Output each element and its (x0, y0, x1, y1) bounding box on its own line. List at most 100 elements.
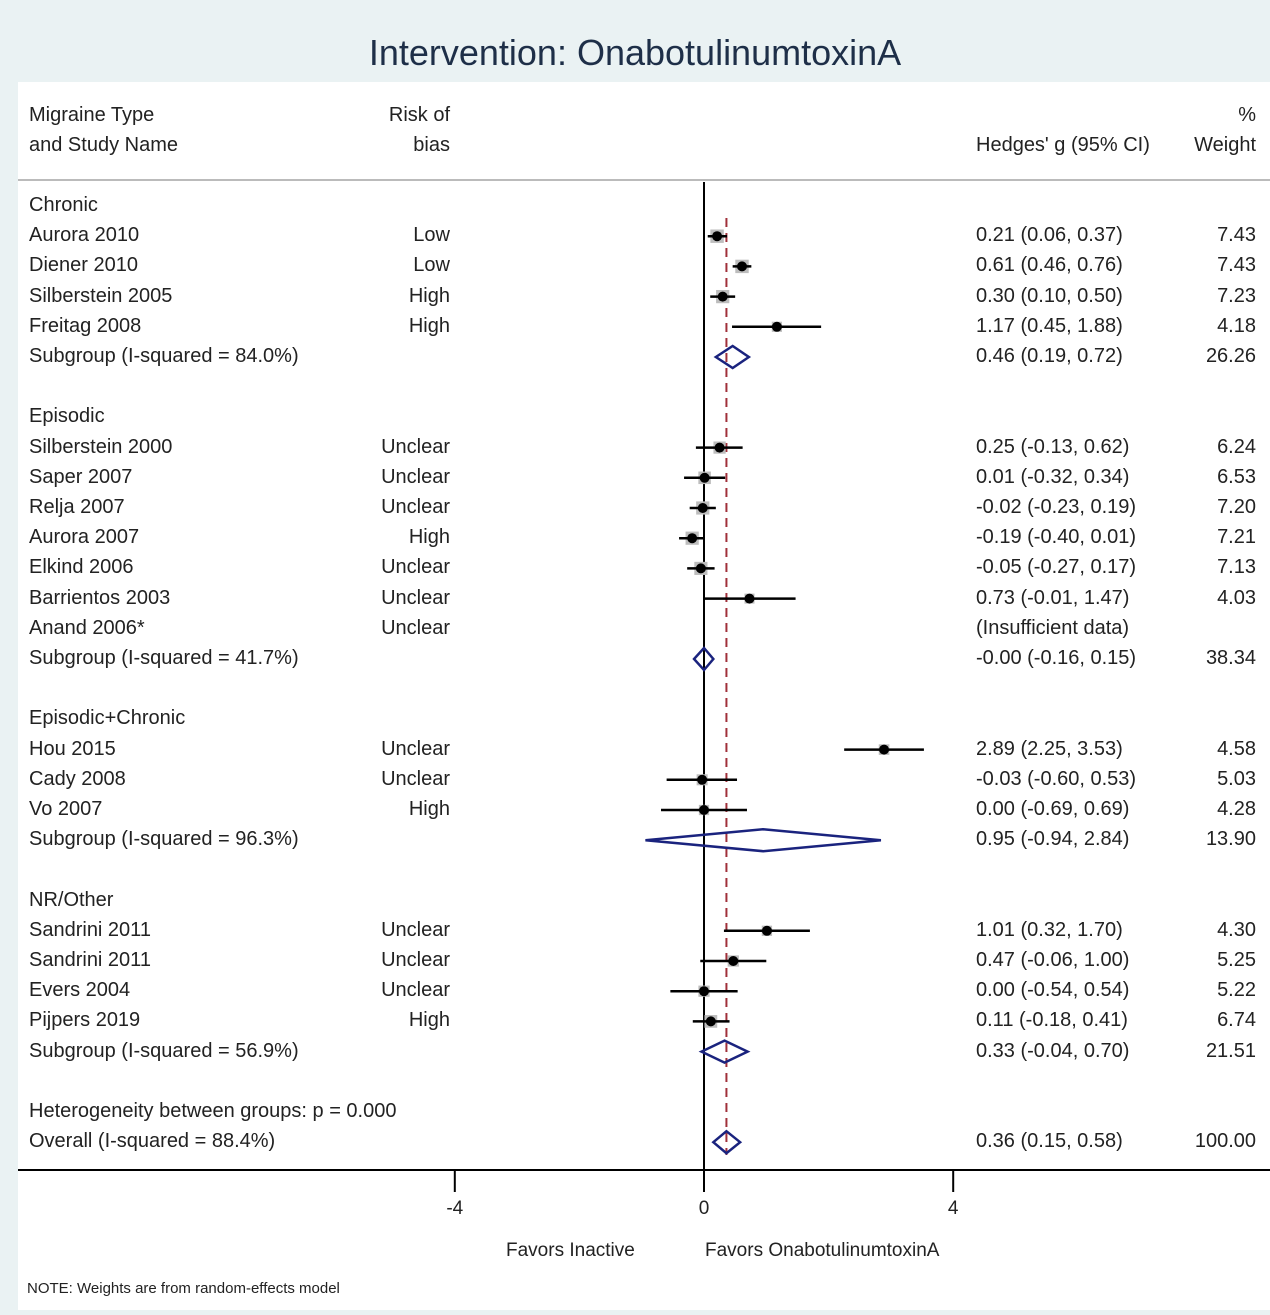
effect-ci-text: -0.00 (-0.16, 0.15) (976, 647, 1137, 669)
weight-value: 4.18 (1217, 314, 1256, 337)
study-name: Barrientos 2003 (29, 586, 171, 609)
risk-of-bias: High (408, 1009, 450, 1032)
point-estimate (697, 503, 708, 513)
weight-value: 38.34 (1205, 647, 1256, 669)
risk-of-bias: Unclear (381, 737, 450, 760)
point-estimate (699, 986, 709, 997)
weight-value: 7.23 (1217, 284, 1256, 307)
effect-ci-text: 0.46 (0.19, 0.72) (976, 345, 1123, 367)
study-name: Aurora 2007 (29, 526, 140, 549)
effect-ci-text: 0.95 (-0.94, 2.84) (976, 828, 1130, 851)
effect-ci-text: 0.73 (-0.01, 1.47) (976, 586, 1130, 609)
effect-ci-text: 0.25 (-0.13, 0.62) (976, 435, 1130, 458)
weight-value: 21.51 (1205, 1039, 1256, 1062)
point-estimate (737, 261, 748, 272)
weight-value: 7.21 (1217, 526, 1256, 549)
header-bias-line2: bias (413, 134, 450, 156)
point-estimate (699, 805, 709, 815)
point-estimate (744, 593, 755, 604)
effect-ci-text: 0.01 (-0.32, 0.34) (976, 465, 1130, 488)
effect-ci-text: 0.61 (0.46, 0.76) (976, 254, 1123, 277)
study-name: Diener 2010 (29, 254, 138, 277)
risk-of-bias: Low (413, 224, 450, 247)
study-name: Cady 2008 (29, 767, 126, 790)
study-name: Vo 2007 (29, 798, 103, 820)
heterogeneity-text: Heterogeneity between groups: p = 0.000 (29, 1100, 397, 1122)
chart-title: Intervention: OnabotulinumtoxinA (368, 32, 902, 73)
x-tick-label: -4 (446, 1198, 464, 1219)
subgroup-label: Subgroup (I-squared = 56.9%) (29, 1039, 299, 1062)
header-bias-line1: Risk of (388, 104, 450, 126)
risk-of-bias: Unclear (381, 616, 450, 639)
risk-of-bias: Unclear (381, 979, 450, 1002)
favors-right-label: Favors OnabotulinumtoxinA (705, 1240, 940, 1261)
point-estimate (714, 442, 725, 453)
effect-ci-text: 0.36 (0.15, 0.58) (976, 1130, 1123, 1153)
study-name: Sandrini 2011 (29, 949, 151, 971)
subgroup-label: Subgroup (I-squared = 41.7%) (29, 647, 299, 669)
favors-left-label: Favors Inactive (506, 1240, 635, 1261)
effect-ci-text: 0.47 (-0.06, 1.00) (976, 949, 1130, 971)
risk-of-bias: High (408, 314, 450, 337)
effect-ci-text: (Insufficient data) (976, 616, 1130, 639)
weight-value: 5.22 (1217, 979, 1256, 1002)
point-estimate (761, 925, 772, 936)
effect-ci-text: -0.05 (-0.27, 0.17) (976, 556, 1137, 579)
study-name: Saper 2007 (29, 465, 133, 488)
point-estimate (712, 231, 723, 242)
weights-note: NOTE: Weights are from random-effects mo… (27, 1280, 340, 1297)
effect-ci-text: 1.17 (0.45, 1.88) (976, 314, 1123, 337)
study-name: Silberstein 2005 (29, 284, 173, 307)
header-weight-line1: % (1238, 104, 1256, 126)
group-heading: NR/Other (29, 888, 114, 911)
study-name: Silberstein 2000 (29, 435, 173, 458)
risk-of-bias: High (408, 798, 450, 820)
point-estimate (705, 1016, 716, 1027)
weight-value: 26.26 (1205, 345, 1256, 367)
subgroup-diamond (698, 1039, 751, 1064)
study-name: Evers 2004 (29, 979, 131, 1002)
weight-value: 7.43 (1217, 224, 1256, 247)
weight-value: 5.25 (1217, 949, 1256, 971)
study-name: Freitag 2008 (29, 314, 142, 337)
risk-of-bias: Unclear (381, 949, 450, 971)
point-estimate (687, 533, 698, 544)
point-estimate (728, 956, 739, 966)
weight-value: 7.43 (1217, 254, 1256, 277)
weight-value: 6.53 (1217, 465, 1256, 488)
weight-value: 5.03 (1217, 767, 1256, 790)
study-name: Aurora 2010 (29, 224, 140, 247)
weight-value: 13.90 (1205, 828, 1256, 851)
weight-value: 4.28 (1217, 798, 1256, 820)
study-name: Anand 2006* (29, 616, 145, 639)
point-estimate (771, 321, 782, 332)
point-estimate (699, 472, 710, 483)
point-estimate (695, 563, 706, 574)
weight-value: 100.00 (1194, 1130, 1256, 1153)
x-tick-label: 4 (947, 1198, 959, 1219)
risk-of-bias: Unclear (381, 435, 450, 458)
risk-of-bias: Unclear (381, 767, 450, 790)
weight-value: 4.03 (1217, 586, 1256, 609)
weight-value: 6.74 (1217, 1009, 1256, 1032)
header-study-line2: and Study Name (29, 134, 178, 156)
subgroup-label: Subgroup (I-squared = 84.0%) (29, 345, 299, 367)
weight-value: 7.20 (1217, 496, 1256, 518)
point-estimate (717, 291, 728, 302)
effect-ci-text: 0.00 (-0.54, 0.54) (976, 979, 1130, 1002)
effect-ci-text: 0.00 (-0.69, 0.69) (976, 798, 1130, 820)
effect-ci-text: 0.33 (-0.04, 0.70) (976, 1039, 1130, 1062)
overall-label: Overall (I-squared = 88.4%) (29, 1130, 276, 1153)
point-estimate (879, 744, 890, 755)
header-study-line1: Migraine Type (29, 104, 155, 126)
study-name: Hou 2015 (29, 737, 116, 760)
header-ci: Hedges' g (95% CI) (976, 134, 1150, 156)
effect-ci-text: 2.89 (2.25, 3.53) (976, 737, 1123, 760)
effect-ci-text: 0.21 (0.06, 0.37) (976, 224, 1123, 247)
study-name: Sandrini 2011 (29, 918, 151, 941)
effect-ci-text: -0.02 (-0.23, 0.19) (976, 496, 1137, 518)
effect-ci-text: -0.03 (-0.60, 0.53) (976, 767, 1137, 790)
subgroup-diamond (645, 827, 882, 853)
weight-value: 4.30 (1217, 918, 1256, 941)
overall-diamond (711, 1129, 743, 1155)
